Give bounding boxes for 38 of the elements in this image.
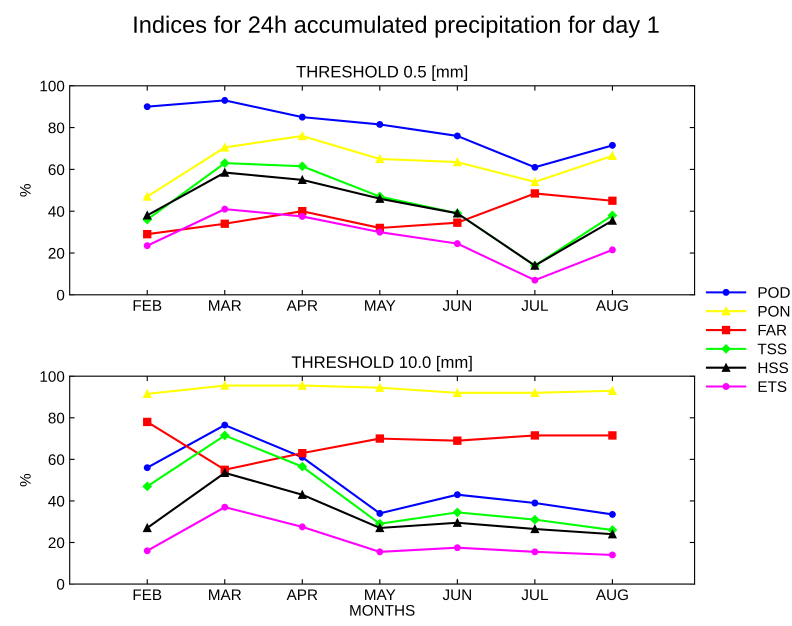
x-tick-label: MAR	[209, 589, 242, 600]
y-tick-label: 80	[48, 412, 64, 424]
x-tick-label: JUL	[522, 300, 548, 311]
legend-label: TSS	[758, 344, 786, 354]
x-tick-label: FEB	[134, 300, 162, 311]
chart-subtitle: THRESHOLD 0.5 [mm]	[296, 65, 468, 81]
x-tick-label: JUN	[442, 300, 471, 311]
x-tick-label: APR	[286, 589, 318, 600]
y-tick-label: 0	[56, 290, 64, 301]
chart-title: Indices for 24h accumulated precipitation for day 1	[134, 16, 659, 38]
legend-label: POD	[758, 287, 790, 298]
legend-label: FAR	[758, 324, 786, 336]
x-tick-label: MAR	[209, 300, 242, 311]
x-tick-label: JUL	[522, 589, 548, 600]
y-tick-label: 40	[48, 496, 64, 507]
x-tick-label: JUN	[442, 589, 471, 600]
x-tick-label: AUG	[596, 300, 628, 311]
x-tick-label: AUG	[596, 589, 628, 600]
legend-label: HSS	[758, 362, 788, 374]
y-tick-label: 20	[48, 537, 64, 548]
y-tick-label: 40	[48, 206, 64, 217]
y-tick-label: 60	[48, 164, 64, 176]
y-tick-label: 0	[56, 578, 64, 590]
x-tick-label: FEB	[134, 589, 162, 600]
y-tick-label: 20	[48, 248, 64, 259]
legend-label: PON	[758, 306, 790, 317]
x-axis-title: MONTHS	[350, 604, 415, 616]
x-tick-label: MAY	[365, 300, 396, 311]
y-tick-label: 100	[40, 371, 64, 382]
y-axis-title: %	[20, 474, 31, 486]
y-tick-label: 100	[40, 80, 64, 92]
y-tick-label: 80	[48, 122, 64, 134]
x-tick-label: APR	[286, 300, 318, 311]
x-tick-label: MAY	[365, 589, 396, 600]
legend-label: ETS	[758, 381, 786, 392]
chart-subtitle: THRESHOLD 10.0 [mm]	[292, 356, 472, 372]
y-axis-title: %	[20, 184, 31, 197]
y-tick-label: 60	[48, 454, 64, 466]
